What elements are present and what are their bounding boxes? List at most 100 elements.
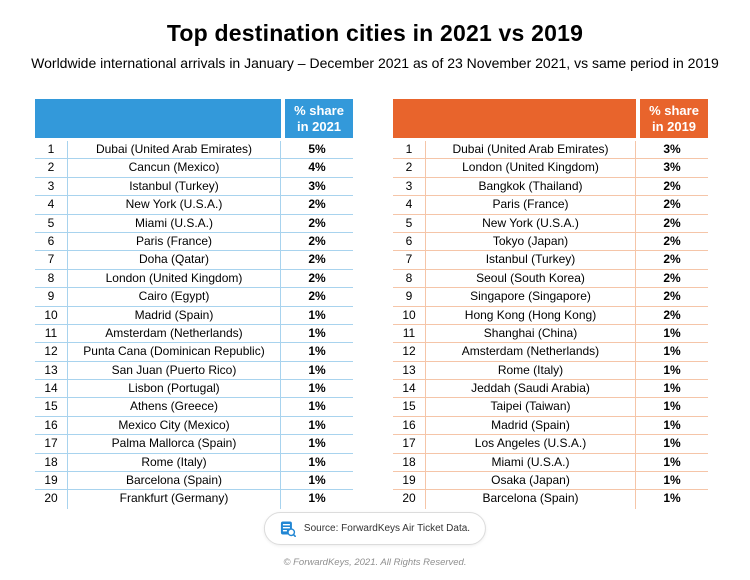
table-row: 6 Tokyo (Japan) 2% [393, 233, 708, 252]
city-cell: Cancun (Mexico) [128, 160, 220, 175]
table-row: 18 Miami (U.S.A.) 1% [393, 454, 708, 473]
source-label: Source: ForwardKeys Air Ticket Data. [303, 523, 471, 534]
rank-cell: 18 [44, 454, 58, 469]
table-row: 12 Amsterdam (Netherlands) 1% [393, 343, 708, 362]
rank-cell: 16 [44, 417, 58, 432]
city-cell: Tokyo (Japan) [492, 233, 569, 248]
table-row: 13 Rome (Italy) 1% [393, 362, 708, 381]
table-2019: % share in 2019 1 Dubai (United Arab Emira… [393, 99, 708, 509]
city-cell: Istanbul (Turkey) [485, 252, 576, 267]
city-cell: Dubai (United Arab Emirates) [452, 142, 609, 156]
document-search-icon [280, 521, 296, 537]
table-row: 12 Punta Cana (Dominican Republic) 1% [35, 343, 353, 362]
rank-cell: 9 [405, 289, 413, 304]
share-cell: 1% [308, 307, 326, 322]
share-cell: 1% [663, 381, 681, 396]
city-cell: Los Angeles (U.S.A.) [474, 436, 587, 451]
table-row: 5 Miami (U.S.A.) 2% [35, 215, 353, 233]
share-cell: 4% [308, 160, 326, 175]
city-cell: Osaka (Japan) [491, 473, 570, 488]
rank-cell: 16 [402, 417, 416, 432]
city-cell: New York (U.S.A.) [482, 215, 579, 230]
table-row: 1 Dubai (United Arab Emirates) 5% [35, 141, 353, 160]
rank-cell: 20 [44, 491, 58, 506]
rank-cell: 14 [44, 381, 58, 396]
rank-column-divider [425, 141, 426, 509]
share-cell: 1% [308, 362, 326, 377]
rank-cell: 20 [402, 491, 416, 506]
city-cell: Hong Kong (Hong Kong) [464, 307, 597, 322]
table-row: 7 Istanbul (Turkey) 2% [393, 251, 708, 270]
rank-cell: 13 [44, 362, 58, 377]
share-cell: 2% [663, 307, 681, 322]
table-2019-body: 1 Dubai (United Arab Emirates) 3% 2 London (… [393, 141, 708, 509]
table-row: 9 Singapore (Singapore) 2% [393, 288, 708, 307]
rank-cell: 5 [405, 215, 413, 230]
page-subtitle: Worldwide international arrivals in Janu… [31, 55, 719, 71]
table-row: 4 New York (U.S.A.) 2% [35, 196, 353, 215]
rank-cell: 6 [405, 233, 413, 248]
share-header-line: % share [649, 102, 699, 118]
share-cell: 1% [663, 325, 681, 340]
city-cell: San Juan (Puerto Rico) [111, 362, 237, 377]
rank-cell: 1 [47, 142, 55, 156]
source-badge: Source: ForwardKeys Air Ticket Data. [263, 512, 487, 545]
copyright-text: © ForwardKeys, 2021. All Rights Reserved… [283, 557, 467, 568]
share-header-line: in 2021 [296, 118, 342, 134]
rank-cell: 15 [402, 399, 416, 414]
share-cell: 1% [663, 436, 681, 451]
city-cell: Amsterdam (Netherlands) [461, 344, 600, 359]
table-2021-header-spacer [35, 99, 281, 138]
city-cell: Punta Cana (Dominican Republic) [83, 344, 265, 359]
share-header-line: in 2019 [651, 118, 697, 134]
city-cell: Cairo (Egypt) [138, 289, 210, 304]
table-row: 20 Barcelona (Spain) 1% [393, 490, 708, 508]
city-cell: Rome (Italy) [497, 362, 564, 377]
city-cell: Frankfurt (Germany) [119, 491, 229, 506]
share-cell: 1% [663, 417, 681, 432]
share-cell: 1% [663, 344, 681, 359]
rank-cell: 4 [405, 197, 413, 212]
table-row: 8 London (United Kingdom) 2% [35, 270, 353, 289]
city-cell: Lisbon (Portugal) [128, 381, 220, 396]
share-cell: 5% [308, 142, 326, 156]
table-row: 11 Shanghai (China) 1% [393, 325, 708, 344]
table-row: 7 Doha (Qatar) 2% [35, 251, 353, 270]
table-row: 10 Hong Kong (Hong Kong) 2% [393, 307, 708, 325]
city-cell: Barcelona (Spain) [125, 473, 223, 488]
share-cell: 2% [663, 252, 681, 267]
rank-cell: 10 [402, 307, 416, 322]
rank-cell: 8 [405, 270, 413, 285]
share-column-divider [635, 141, 636, 509]
table-row: 13 San Juan (Puerto Rico) 1% [35, 362, 353, 381]
city-cell: Madrid (Spain) [134, 307, 214, 322]
city-cell: Madrid (Spain) [491, 417, 570, 432]
table-row: 9 Cairo (Egypt) 2% [35, 288, 353, 307]
table-row: 11 Amsterdam (Netherlands) 1% [35, 325, 353, 344]
rank-cell: 18 [402, 454, 416, 469]
table-row: 5 New York (U.S.A.) 2% [393, 215, 708, 233]
city-cell: Dubai (United Arab Emirates) [95, 142, 253, 156]
share-cell: 2% [308, 252, 326, 267]
share-cell: 2% [308, 197, 326, 212]
table-row: 3 Istanbul (Turkey) 3% [35, 178, 353, 197]
city-cell: Amsterdam (Netherlands) [105, 325, 243, 340]
table-row: 2 Cancun (Mexico) 4% [35, 159, 353, 178]
rank-cell: 12 [44, 344, 58, 359]
share-cell: 3% [663, 142, 681, 156]
share-cell: 3% [308, 178, 326, 193]
rank-cell: 7 [405, 252, 413, 267]
city-cell: Palma Mallorca (Spain) [111, 436, 237, 451]
table-row: 14 Jeddah (Saudi Arabia) 1% [393, 380, 708, 399]
city-cell: Miami (U.S.A.) [135, 215, 213, 230]
city-cell: New York (U.S.A.) [125, 197, 223, 212]
share-cell: 2% [663, 233, 681, 248]
share-cell: 2% [663, 289, 681, 304]
rank-cell: 5 [47, 215, 55, 230]
rank-cell: 2 [47, 160, 55, 175]
table-2021-body: 1 Dubai (United Arab Emirates) 5% 2 Cancun (… [35, 141, 353, 509]
rank-cell: 3 [47, 178, 55, 193]
share-cell: 1% [663, 473, 681, 488]
rank-cell: 11 [402, 325, 416, 340]
table-row: 10 Madrid (Spain) 1% [35, 307, 353, 325]
